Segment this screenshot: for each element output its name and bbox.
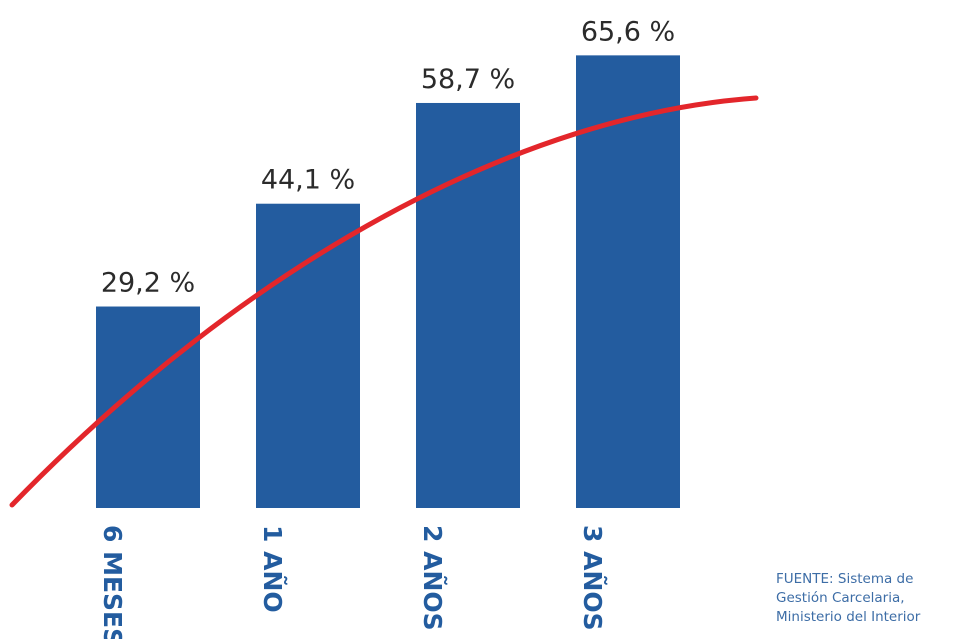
value-label: 58,7 % [421,64,515,95]
source-line: Gestión Carcelaria, [776,590,905,606]
category-labels-group: 6 MESES 1 AÑO 2 AÑOS 3 AÑOS [98,525,607,639]
bar [576,55,680,509]
category-label: 3 AÑOS [578,525,607,631]
value-label: 65,6 % [581,16,675,47]
source-line: Ministerio del Interior [776,609,921,625]
bars-group [96,55,680,509]
value-labels-group: 29,2 % 44,1 % 58,7 % 65,6 % [101,16,675,298]
source-note: FUENTE: Sistema de Gestión Carcelaria, M… [776,570,960,627]
bar [256,203,360,508]
trend-line [9,95,759,508]
category-label: 1 AÑO [258,525,287,613]
category-label: 2 AÑOS [418,525,447,631]
value-label: 44,1 % [261,165,355,196]
bar [416,102,520,508]
source-line: FUENTE: Sistema de [776,571,914,587]
value-label: 29,2 % [101,268,195,299]
category-label: 6 MESES [98,525,127,639]
